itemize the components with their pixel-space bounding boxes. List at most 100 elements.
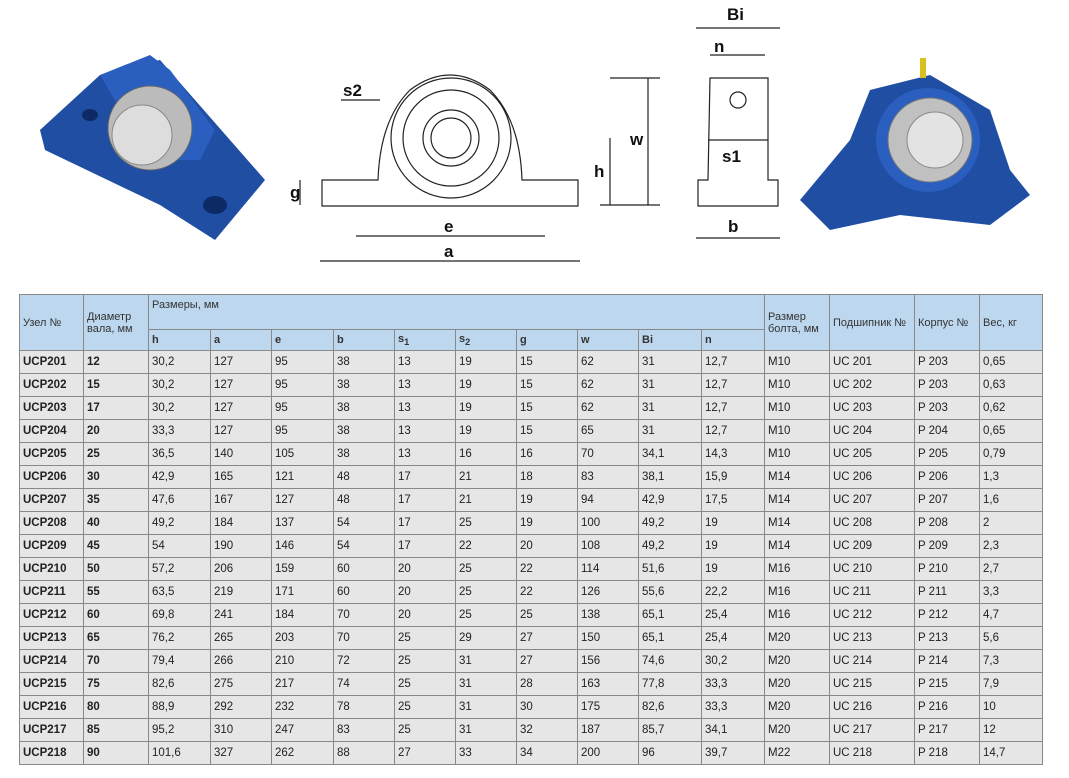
table-cell: 0,65 — [979, 419, 1043, 443]
table-cell: 101,6 — [148, 741, 211, 765]
table-cell: UCP215 — [19, 672, 84, 696]
header-dim-s1: s1 — [394, 329, 456, 351]
table-cell: UCP218 — [19, 741, 84, 765]
table-cell: 38 — [333, 350, 395, 374]
table-cell: 62 — [577, 350, 639, 374]
table-cell: UC 207 — [829, 488, 915, 512]
table-cell: 31 — [455, 672, 517, 696]
table-cell: 48 — [333, 465, 395, 489]
header-dimensions: Размеры, мм — [148, 294, 765, 330]
table-cell: P 212 — [914, 603, 980, 627]
header-dim-a: a — [210, 329, 272, 351]
table-cell: 13 — [394, 442, 456, 466]
table-cell: 80 — [83, 695, 149, 719]
table-row: UCP208 40 49,2 184 137 54 17 25 19 100 49,2 19 M14 UC… — [19, 511, 1043, 535]
table-cell: 31 — [455, 695, 517, 719]
table-cell: 38 — [333, 442, 395, 466]
table-cell: 232 — [271, 695, 334, 719]
table-cell: 18 — [516, 465, 578, 489]
table-row: UCP215 75 82,6 275 217 74 25 31 28 163 77,8 33,3 M20… — [19, 672, 1043, 696]
table-cell: 167 — [210, 488, 272, 512]
table-cell: 75 — [83, 672, 149, 696]
table-cell: 19 — [455, 396, 517, 420]
table-cell: UC 202 — [829, 373, 915, 397]
table-cell: 200 — [577, 741, 639, 765]
table-cell: 62 — [577, 396, 639, 420]
table-cell: 77,8 — [638, 672, 702, 696]
table-cell: 15 — [516, 396, 578, 420]
table-cell: P 215 — [914, 672, 980, 696]
table-cell: 14,3 — [701, 442, 765, 466]
table-cell: 25,4 — [701, 626, 765, 650]
table-cell: P 204 — [914, 419, 980, 443]
table-cell: 265 — [210, 626, 272, 650]
table-row: UCP214 70 79,4 266 210 72 25 31 27 156 74,6 30,2 M20… — [19, 649, 1043, 673]
table-cell: 62 — [577, 373, 639, 397]
table-cell: 31 — [455, 649, 517, 673]
table-cell: 55 — [83, 580, 149, 604]
table-cell: 31 — [638, 396, 702, 420]
table-cell: 2,7 — [979, 557, 1043, 581]
table-cell: 65 — [577, 419, 639, 443]
table-cell: 25 — [455, 603, 517, 627]
table-cell: M10 — [764, 442, 830, 466]
table-cell: 16 — [516, 442, 578, 466]
table-cell: UC 205 — [829, 442, 915, 466]
table-cell: M22 — [764, 741, 830, 765]
table-cell: 32 — [516, 718, 578, 742]
table-cell: 19 — [455, 350, 517, 374]
table-cell: 247 — [271, 718, 334, 742]
table-cell: P 218 — [914, 741, 980, 765]
table-cell: 17 — [394, 488, 456, 512]
table-cell: 40 — [83, 511, 149, 535]
label-bi: Bi — [727, 5, 744, 24]
table-cell: 210 — [271, 649, 334, 673]
table-cell: P 205 — [914, 442, 980, 466]
table-cell: 49,2 — [148, 511, 211, 535]
table-cell: UCP216 — [19, 695, 84, 719]
table-cell: 126 — [577, 580, 639, 604]
table-cell: 49,2 — [638, 534, 702, 558]
table-cell: 31 — [638, 350, 702, 374]
table-cell: 12,7 — [701, 396, 765, 420]
table-cell: UC 201 — [829, 350, 915, 374]
table-cell: 150 — [577, 626, 639, 650]
table-cell: UC 210 — [829, 557, 915, 581]
table-cell: 30,2 — [148, 350, 211, 374]
table-cell: 38 — [333, 396, 395, 420]
bearing-illustrations: s2 g e a h w Bi n s1 b — [40, 5, 1030, 262]
table-cell: 105 — [271, 442, 334, 466]
table-cell: P 210 — [914, 557, 980, 581]
table-cell: 25 — [516, 603, 578, 627]
table-cell: 72 — [333, 649, 395, 673]
table-cell: M16 — [764, 603, 830, 627]
table-cell: 34,1 — [701, 718, 765, 742]
label-w: w — [629, 130, 644, 149]
table-cell: 121 — [271, 465, 334, 489]
table-cell: M10 — [764, 373, 830, 397]
table-cell: UC 203 — [829, 396, 915, 420]
table-cell: 60 — [333, 580, 395, 604]
table-cell: 19 — [516, 488, 578, 512]
table-cell: 47,6 — [148, 488, 211, 512]
table-cell: 25 — [455, 557, 517, 581]
table-cell: 39,7 — [701, 741, 765, 765]
table-cell: 30,2 — [148, 396, 211, 420]
table-cell: 217 — [271, 672, 334, 696]
table-row: UCP203 17 30,2 127 95 38 13 19 15 62 31 12,7 M10 UC 2… — [19, 396, 1043, 420]
table-cell: 19 — [455, 419, 517, 443]
table-cell: 49,2 — [638, 511, 702, 535]
table-cell: 83 — [333, 718, 395, 742]
header-bolt: Размер болта, мм — [764, 294, 830, 351]
table-cell: 29 — [455, 626, 517, 650]
header-dim-n: n — [701, 329, 765, 351]
table-cell: 38 — [333, 419, 395, 443]
table-row: UCP206 30 42,9 165 121 48 17 21 18 83 38,1 15,9 M14 U… — [19, 465, 1043, 489]
table-cell: 10 — [979, 695, 1043, 719]
table-cell: UCP203 — [19, 396, 84, 420]
table-cell: 19 — [701, 534, 765, 558]
table-cell: 70 — [83, 649, 149, 673]
table-cell: UCP201 — [19, 350, 84, 374]
table-cell: UC 218 — [829, 741, 915, 765]
table-cell: 30,2 — [148, 373, 211, 397]
